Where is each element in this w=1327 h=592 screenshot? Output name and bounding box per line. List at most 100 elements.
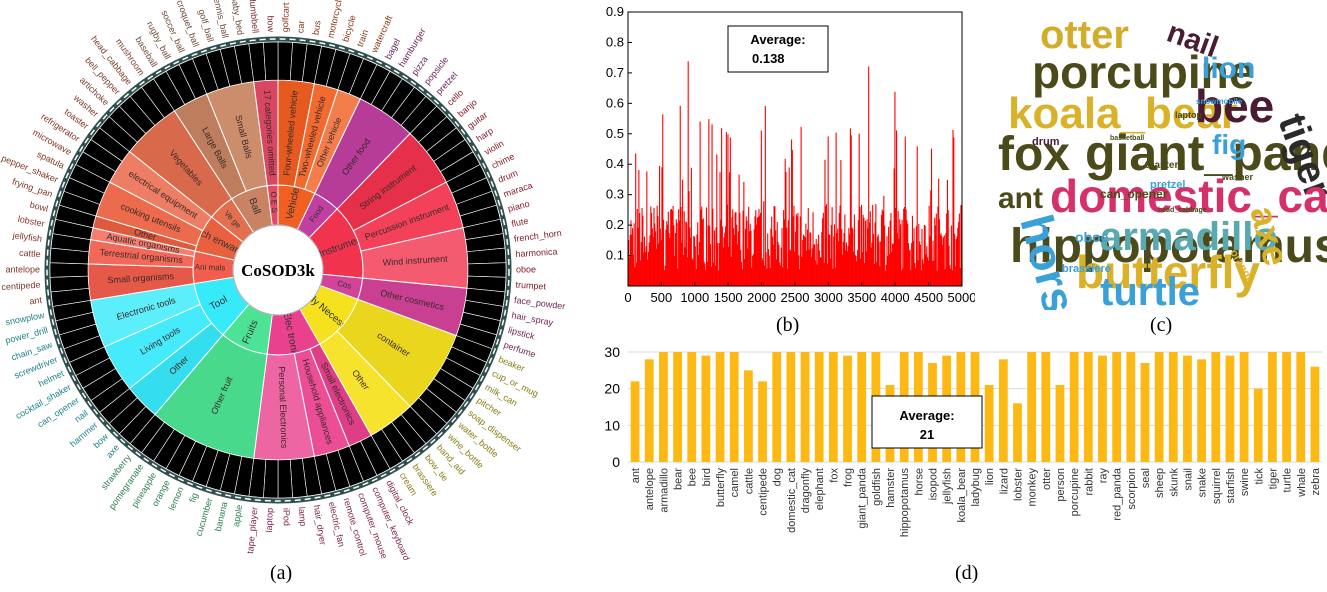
bar-b xyxy=(870,247,872,286)
bar-b xyxy=(720,219,722,286)
bar-b xyxy=(752,255,754,286)
bar-b xyxy=(900,270,902,286)
bar-b xyxy=(751,267,753,286)
category-label-d: dragonfly xyxy=(800,468,812,514)
bar-b xyxy=(810,232,812,286)
bar-b xyxy=(719,172,721,286)
caption-c: (c) xyxy=(1150,314,1173,336)
bar-b xyxy=(884,225,886,286)
bar-b xyxy=(917,260,919,286)
y-tick-label-b: 0.8 xyxy=(606,34,624,49)
bar-b xyxy=(907,243,910,286)
bar-b xyxy=(950,268,952,286)
sunburst-leaf-segment xyxy=(467,262,507,278)
bar-b xyxy=(828,234,830,286)
bar-b xyxy=(647,251,649,286)
bar-b xyxy=(849,128,851,286)
sunburst-leaf-label: electric_fan xyxy=(327,501,347,548)
sunburst-leaf-label: hair_dryer xyxy=(312,504,328,546)
bar-b xyxy=(911,215,913,286)
bar-b xyxy=(694,246,696,286)
bar-b xyxy=(852,228,854,286)
bar-b xyxy=(636,208,638,286)
bar-b xyxy=(826,204,828,286)
bar-b xyxy=(806,250,808,286)
bar-b xyxy=(659,166,661,286)
bar-b xyxy=(666,221,668,286)
bar-d xyxy=(1168,352,1178,462)
category-label-d: snake xyxy=(1197,468,1209,497)
bar-d xyxy=(857,352,867,462)
bar-b xyxy=(670,209,673,286)
bar-b xyxy=(880,241,882,286)
word-cloud-word: washer xyxy=(1221,172,1254,182)
bar-b xyxy=(822,212,824,286)
bar-b xyxy=(797,212,799,286)
word-cloud-word: ant xyxy=(998,182,1043,215)
bar-b xyxy=(858,133,860,286)
sunburst-leaf-label: bow xyxy=(265,15,276,32)
bar-d xyxy=(814,352,824,462)
category-label-d: camel xyxy=(729,468,741,497)
bar-b xyxy=(915,267,917,286)
category-label-d: jellyfish xyxy=(942,468,954,505)
bar-b xyxy=(668,233,670,286)
bar-b xyxy=(897,210,899,286)
bar-b xyxy=(826,263,828,286)
bar-b xyxy=(760,212,762,286)
bar-b xyxy=(687,61,689,286)
sunburst-leaf-label: bowl xyxy=(29,199,49,213)
category-label-d: person xyxy=(1055,468,1067,502)
bar-d xyxy=(772,352,782,462)
bar-b xyxy=(891,252,893,286)
bar-b xyxy=(805,223,807,286)
bar-b xyxy=(866,219,868,286)
sunburst-leaf-label: axe xyxy=(104,442,121,459)
category-label-d: porcupine xyxy=(1069,468,1081,516)
bar-b xyxy=(634,267,636,286)
bar-b xyxy=(631,234,633,286)
sunburst-leaf-label: drum xyxy=(496,168,519,185)
bar-b xyxy=(814,260,816,286)
sunburst-leaf-label: apple xyxy=(231,504,244,527)
bar-b xyxy=(780,247,782,286)
bar-b xyxy=(671,210,673,286)
x-tick-label-b: 2000 xyxy=(747,290,776,305)
bar-d xyxy=(630,381,640,462)
word-cloud-word: turtle xyxy=(1100,270,1200,310)
bar-b xyxy=(857,250,859,286)
bar-b xyxy=(727,134,729,286)
bar-b xyxy=(915,226,917,286)
bar-b xyxy=(762,260,764,286)
sunburst-leaf-label: iPod xyxy=(281,508,292,526)
sunburst-leaf-label: antelope xyxy=(5,264,40,274)
bar-b xyxy=(854,254,856,286)
bar-b xyxy=(877,234,879,286)
y-tick-label-b: 0.3 xyxy=(606,187,624,202)
sunburst-group-label: O E S xyxy=(269,191,279,213)
bar-b xyxy=(895,130,898,286)
bar-b xyxy=(908,250,910,286)
bar-b xyxy=(833,224,836,286)
bar-b xyxy=(705,270,707,286)
bar-b xyxy=(692,259,694,286)
bar-b xyxy=(799,216,801,286)
sunburst-leaf-label: dumbbell xyxy=(247,0,260,34)
bar-b xyxy=(730,256,732,286)
bar-d xyxy=(998,359,1008,462)
sunburst-leaf-label: flute xyxy=(511,216,530,229)
bar-b xyxy=(795,231,797,286)
bar-b xyxy=(909,249,911,286)
bar-b xyxy=(713,230,715,286)
bar-b xyxy=(936,270,938,286)
category-label-d: turtle xyxy=(1282,468,1294,492)
bar-b xyxy=(771,236,774,286)
bar-b xyxy=(693,235,695,286)
bar-b xyxy=(815,238,817,286)
bar-b xyxy=(775,259,778,286)
bar-chart-b-panel: 0 500 1000 1500 2000 2500 3000 3500 4000 4500 5000… xyxy=(600,0,977,310)
bar-b xyxy=(717,243,719,286)
word-cloud-word: fox xyxy=(998,128,1070,181)
bar-b xyxy=(954,233,956,286)
bar-b xyxy=(785,171,787,286)
